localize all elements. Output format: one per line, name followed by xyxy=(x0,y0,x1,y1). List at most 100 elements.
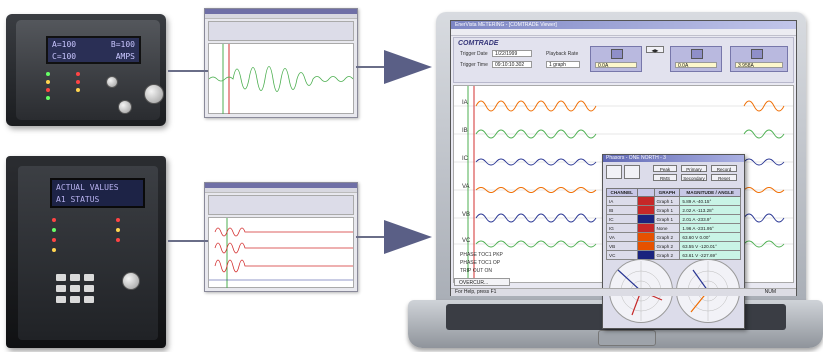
peak-button[interactable]: Peak xyxy=(653,165,677,172)
table-row[interactable]: VA Graph 2 63.60 V 0.00° xyxy=(606,232,741,242)
table-row[interactable]: VC Graph 2 63.61 V -227.69° xyxy=(606,250,741,260)
color-swatch xyxy=(636,214,655,224)
status-text: For Help, press F1 xyxy=(455,289,497,295)
playback-rate-label: Playback Rate xyxy=(546,51,579,57)
waveform-thumbnail-plot xyxy=(209,218,353,288)
status-led xyxy=(46,96,50,100)
keypad-key[interactable] xyxy=(70,274,80,281)
control-knob-icon[interactable] xyxy=(122,272,140,290)
channel-selector-2[interactable]: 0.0A xyxy=(670,46,722,72)
graph-cell: Graph 2 xyxy=(653,232,681,242)
window-title-bar: EnerVista METERING - [COMTRADE Viewer] xyxy=(451,21,796,29)
trace-label: VC xyxy=(462,238,471,244)
magnitude-angle-cell: 2.02 A -113.28° xyxy=(679,205,741,215)
table-row[interactable]: IA Graph 1 5.89 A -40.15° xyxy=(606,196,741,206)
keypad-key[interactable] xyxy=(70,285,80,292)
graph-cell: Graph 1 xyxy=(653,196,681,206)
channel-icon xyxy=(751,49,763,59)
waveform-plot-area[interactable]: IA IB IC VA VB VC PHASE TOC1 PKP PHASE T… xyxy=(453,85,794,329)
magnitude-angle-cell: 2.01 A -233.9° xyxy=(679,214,741,224)
keypad-key[interactable] xyxy=(56,296,66,303)
trigger-time-field[interactable]: 09:10:10.302 xyxy=(492,61,532,68)
lcd-value-a: A=100 xyxy=(52,40,77,49)
phasor-table: CHANNEL GRAPH MAGNITUDE / ANGLE IA Graph … xyxy=(606,188,741,260)
relay-lcd-display: A=100 B=100 C=100 AMPS xyxy=(46,36,141,64)
keypad-key[interactable] xyxy=(70,296,80,303)
channel-cell: VA xyxy=(606,232,638,242)
graph-cell: Graph 2 xyxy=(653,250,681,260)
table-row[interactable]: IG None 1.96 A -231.95° xyxy=(606,223,741,233)
digital-channel-label: TRIP OUT ON xyxy=(460,268,493,274)
color-swatch xyxy=(636,223,655,233)
channel-icon xyxy=(611,49,623,59)
trigger-time-label: Trigger Time xyxy=(460,62,488,68)
lcd-value-c: C=100 xyxy=(52,52,77,61)
keypad-key[interactable] xyxy=(84,296,94,303)
status-led xyxy=(116,228,120,232)
status-led xyxy=(76,88,80,92)
color-swatch xyxy=(636,196,655,206)
playback-rate-select[interactable]: 1 graph xyxy=(546,61,580,68)
channel-selector-1[interactable]: 0.0A xyxy=(590,46,642,72)
channel-cell: IA xyxy=(606,196,638,206)
laptop-screen: EnerVista METERING - [COMTRADE Viewer] C… xyxy=(450,20,797,329)
digital-channel-label: PHASE TOC1 PKP xyxy=(460,252,503,258)
column-header: GRAPH xyxy=(653,188,681,197)
column-header: MAGNITUDE / ANGLE xyxy=(679,188,741,197)
keypad-key[interactable] xyxy=(84,285,94,292)
lcd-unit: AMPS xyxy=(115,52,135,61)
channel-input[interactable]: 0.0A xyxy=(595,62,637,69)
nav-button[interactable]: ◀▶ xyxy=(646,46,664,53)
status-led xyxy=(52,218,56,222)
primary-button[interactable]: Primary xyxy=(681,165,707,172)
phasor-toolbar-icon[interactable] xyxy=(624,165,640,179)
keypad-key[interactable] xyxy=(56,285,66,292)
channel-selector-3[interactable]: 3.958A xyxy=(730,46,788,72)
lcd-line-2: A1 STATUS xyxy=(56,195,100,204)
record-button[interactable]: Record xyxy=(711,165,737,172)
keypad-key[interactable] xyxy=(56,274,66,281)
secondary-button[interactable]: Secondary xyxy=(681,174,707,181)
table-row[interactable]: IC Graph 1 2.01 A -233.9° xyxy=(606,214,741,224)
magnitude-angle-cell: 1.96 A -231.95° xyxy=(679,223,741,233)
color-swatch xyxy=(636,205,655,215)
channel-cell: VC xyxy=(606,250,638,260)
color-column-header xyxy=(636,188,655,197)
status-led xyxy=(116,218,120,222)
table-row[interactable]: VB Graph 2 63.55 V -120.01° xyxy=(606,241,741,251)
magnitude-angle-cell: 5.89 A -40.15° xyxy=(679,196,741,206)
trace-label: IB xyxy=(462,128,468,134)
table-row[interactable]: IB Graph 1 2.02 A -113.28° xyxy=(606,205,741,215)
channel-cell: IG xyxy=(606,223,638,233)
phasor-toolbar-icon[interactable] xyxy=(606,165,622,179)
connector-line xyxy=(356,236,386,238)
channel-input[interactable]: 0.0A xyxy=(675,62,717,69)
tab-overcurrent[interactable]: OVERCUR... xyxy=(454,278,510,286)
rms-button[interactable]: RMS xyxy=(653,174,677,181)
reset-button[interactable]: Reset xyxy=(711,174,737,181)
relay-bezel xyxy=(16,20,160,120)
control-knob-icon[interactable] xyxy=(144,84,164,104)
waveform-thumbnail-plot xyxy=(208,44,354,114)
connector-line xyxy=(356,66,386,68)
status-bar: For Help, press F1 NUM xyxy=(451,288,796,296)
relay-device-bottom: ACTUAL VALUES A1 STATUS xyxy=(6,156,166,348)
dialog-title: Phasors - ONE NORTH - 3 xyxy=(603,155,744,162)
status-led xyxy=(46,72,50,76)
channel-cell: IC xyxy=(606,214,638,224)
magnitude-angle-cell: 63.55 V -120.01° xyxy=(679,241,741,251)
trace-label: VA xyxy=(462,184,470,190)
channel-cell: VB xyxy=(606,241,638,251)
keypad-key[interactable] xyxy=(84,274,94,281)
control-knob-icon[interactable] xyxy=(106,76,118,88)
channel-input[interactable]: 3.958A xyxy=(735,62,783,69)
trace-label: IA xyxy=(462,100,468,106)
arrow-right-icon xyxy=(384,220,432,254)
phasor-dialog: Phasors - ONE NORTH - 3 Peak Primary Rec… xyxy=(602,154,745,329)
control-knob-icon[interactable] xyxy=(118,100,132,114)
graph-cell: Graph 2 xyxy=(653,241,681,251)
trigger-date-field[interactable]: 1/22/1999 xyxy=(492,50,532,57)
connector-line xyxy=(168,70,208,72)
panel-title: COMTRADE xyxy=(458,40,499,47)
menu-bar xyxy=(451,29,796,36)
